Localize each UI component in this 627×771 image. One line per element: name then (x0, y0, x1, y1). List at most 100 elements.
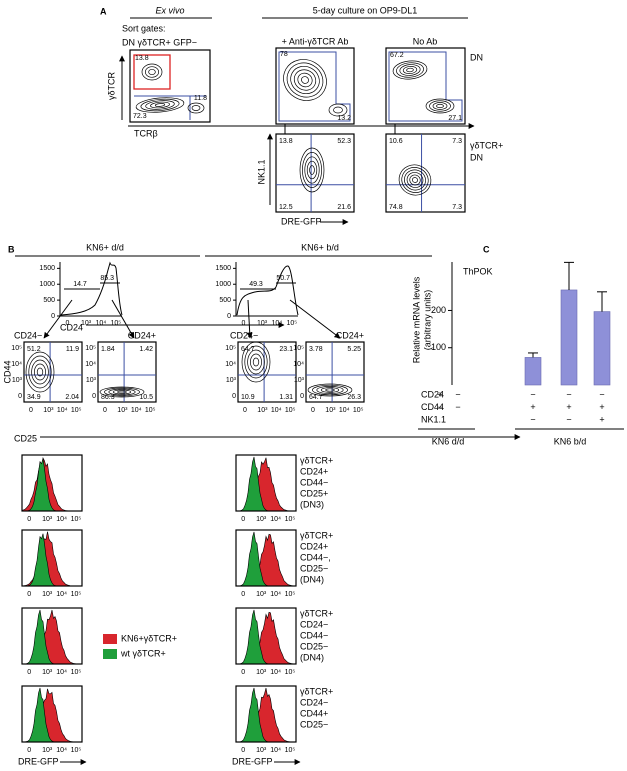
contour (409, 174, 421, 186)
y-tick-label: 100 (431, 342, 446, 352)
row-sign: − (566, 389, 571, 399)
contour (108, 388, 136, 396)
quadrant-value: 26.3 (347, 394, 361, 401)
row-sign: − (530, 389, 535, 399)
y-tick-label: 10⁴ (11, 361, 22, 368)
x-tick-label: 10⁵ (286, 320, 297, 327)
y-tick-label: 10³ (12, 377, 23, 384)
contour (312, 384, 348, 396)
x-tick-label: 0 (27, 669, 31, 676)
contour (297, 72, 313, 88)
header: Ex vivo (155, 5, 184, 15)
quadrant-value: 10.9 (241, 394, 255, 401)
axis-label: γδTCR (106, 72, 116, 101)
x-tick-label: 10⁴ (271, 407, 282, 414)
quadrant-value: 64.7 (309, 394, 323, 401)
contour (304, 156, 320, 184)
contour (191, 105, 201, 111)
contour (290, 65, 320, 95)
x-tick-label: 0 (241, 747, 245, 754)
population-label: (DN4) (300, 652, 324, 662)
quadrant-value: 13.8 (279, 138, 293, 145)
axis-label: CD24 (60, 322, 83, 332)
x-tick-label: 0 (241, 516, 245, 523)
y-tick-label: 1500 (215, 265, 231, 272)
contour (252, 357, 260, 367)
x-tick-label: 10⁵ (285, 591, 296, 598)
y-tick-label: 10⁴ (85, 361, 96, 368)
contour (406, 172, 424, 188)
row-sign: + (599, 414, 604, 424)
plot-frame (129, 49, 211, 123)
x-tick-label: 10⁴ (270, 747, 281, 754)
axis-label: CD44 (2, 360, 12, 383)
contour (320, 387, 340, 393)
population-label: γδTCR+ (300, 686, 333, 696)
x-tick-label: 10⁵ (285, 407, 296, 414)
y-axis-label: Relative mRNA levels (411, 276, 421, 363)
population-label: γδTCR+ (300, 608, 333, 618)
chart-title: ThPOK (463, 266, 493, 276)
contour (333, 106, 343, 114)
y-tick-label: 200 (431, 305, 446, 315)
histogram-red (22, 609, 82, 665)
plot-frame (97, 341, 157, 403)
y-tick-label: 10⁵ (293, 345, 304, 352)
x-tick-label: 0 (103, 407, 107, 414)
contour (31, 359, 49, 385)
contour (154, 103, 166, 107)
population-label: CD24+ (300, 466, 328, 476)
x-tick-label: 10⁴ (56, 669, 67, 676)
contour (241, 341, 271, 383)
contour (34, 363, 46, 381)
y-tick-label: 0 (51, 313, 55, 320)
x-tick-label: 0 (27, 591, 31, 598)
x-tick-label: 10³ (325, 407, 336, 414)
contour (104, 387, 140, 397)
contour (302, 152, 322, 188)
axis-arrow (111, 299, 135, 339)
gate (278, 51, 351, 122)
population-label: CD44−, (300, 552, 331, 562)
y-tick-label: 10⁴ (293, 361, 304, 368)
x-tick-label: 10⁴ (270, 516, 281, 523)
x-tick-label: 10⁵ (145, 407, 156, 414)
contour (117, 390, 127, 394)
gate-value: 72.3 (133, 113, 147, 120)
contour (402, 66, 418, 74)
plot-label: No Ab (413, 36, 438, 46)
contour (328, 103, 348, 117)
quadrant-value: 86.3 (101, 394, 115, 401)
axis-label: DRE-GFP (232, 756, 273, 766)
quadrant-value: 5.25 (347, 346, 361, 353)
contour (425, 98, 455, 114)
x-tick-label: 10⁴ (131, 407, 142, 414)
axis-label: DRE-GFP (281, 216, 322, 226)
population-label: CD44− (300, 630, 328, 640)
row-sign: − (455, 389, 460, 399)
row-sign: + (437, 389, 442, 399)
contour (293, 69, 317, 91)
x-tick-label: 10³ (117, 407, 128, 414)
contour (286, 62, 324, 98)
population-label: CD25− (300, 719, 328, 729)
plot-frame (21, 529, 83, 587)
contour (412, 177, 418, 183)
y-tick-label: 0 (300, 393, 304, 400)
contour (25, 351, 55, 393)
contour (301, 76, 309, 84)
sort-gate (133, 54, 171, 90)
y-tick-label: 10³ (226, 377, 237, 384)
axis-label: TCRβ (134, 128, 158, 138)
contour (316, 386, 344, 394)
contour (145, 100, 175, 110)
label: Sort gates: (122, 23, 166, 33)
contour (309, 165, 315, 175)
plot-frame (385, 47, 466, 125)
x-tick-label: 10³ (256, 516, 267, 523)
quadrant-value: 51.2 (27, 346, 41, 353)
plot-label: CD24− (230, 330, 258, 340)
axis-arrow (289, 299, 341, 339)
x-tick-label: 10³ (257, 407, 268, 414)
gate-value: 11.8 (194, 95, 207, 102)
